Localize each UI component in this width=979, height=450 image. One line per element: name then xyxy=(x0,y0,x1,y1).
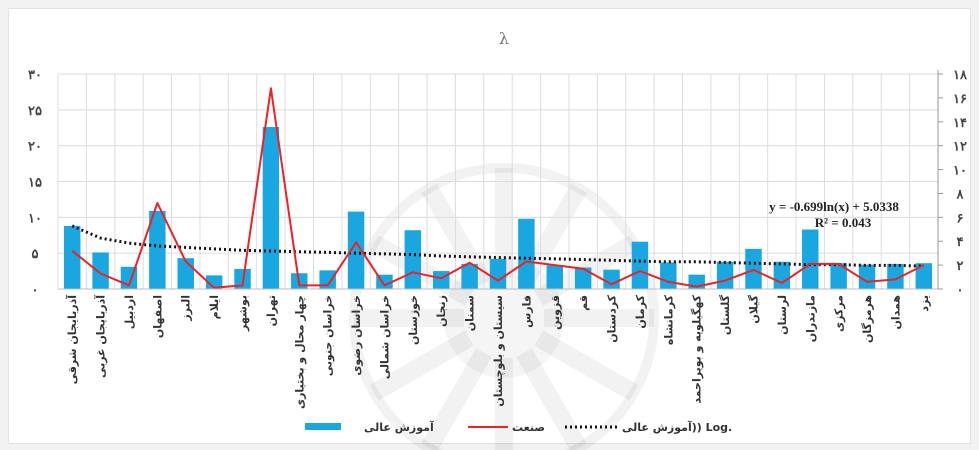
category-label: بوشهر xyxy=(237,295,250,332)
category-label: کرمان xyxy=(634,294,647,328)
legend-label-bar: آموزش عالی xyxy=(364,420,434,434)
y-left-tick-label: ۳۰ xyxy=(28,68,42,83)
trendline-equation-line2: R² = 0.043 xyxy=(815,215,872,230)
bar xyxy=(574,267,592,289)
chart-title: λ xyxy=(499,29,509,48)
category-label: کهگیلویه و بویراحمد xyxy=(691,294,704,403)
y-left-tick-label: ۲۰ xyxy=(28,140,42,155)
bar xyxy=(205,275,223,289)
category-label: هرمزگان xyxy=(861,295,874,343)
bar xyxy=(404,230,422,289)
category-label: خراسان جنوبی xyxy=(322,295,335,376)
category-label: خراسان شمالی xyxy=(378,295,391,379)
y-right-tick-label: ۲ xyxy=(957,259,964,274)
bar xyxy=(858,264,876,289)
y-right-tick-label: ۱۲ xyxy=(953,140,967,155)
y-left-tick-label: ۱۵ xyxy=(28,176,42,191)
y-left-tick-label: ۲۵ xyxy=(28,104,42,119)
bar xyxy=(92,252,109,289)
category-label: اصفهان xyxy=(151,295,164,338)
category-label: آذربایجان شرقی xyxy=(65,295,79,385)
bar xyxy=(432,271,450,289)
bar xyxy=(347,211,365,289)
y-right-tick-label: ۸ xyxy=(956,187,965,202)
bar xyxy=(915,263,933,289)
log-trendline xyxy=(71,224,924,268)
y-right-tick-label: ۱۴ xyxy=(953,116,967,131)
y-right-tick-label: ۶ xyxy=(957,211,964,226)
bar xyxy=(319,270,336,289)
category-label: ایلام xyxy=(208,295,221,319)
bar xyxy=(830,263,847,289)
category-label: خراسان رضوی xyxy=(350,295,363,376)
category-label: زنجان xyxy=(435,295,448,327)
watermark-spoke xyxy=(369,330,474,401)
bar xyxy=(716,261,734,289)
y-right-tick-label: ۱۰ xyxy=(953,164,967,179)
watermark-spoke xyxy=(516,348,587,450)
legend-label-trend: آموزش عالی)) Log. xyxy=(622,420,732,434)
y-right-tick-label: ۱۶ xyxy=(953,92,967,107)
bar xyxy=(149,210,166,289)
bar xyxy=(802,229,819,289)
category-label: مرکزی xyxy=(833,295,846,332)
legend: آموزش عالی صنعت آموزش عالی)) Log. xyxy=(305,420,732,434)
category-label: گیلان xyxy=(747,294,760,323)
trendline-equation-line1: y = -0.699ln(x) + 5.0338 xyxy=(769,199,899,214)
category-label: قزوین xyxy=(549,295,562,330)
category-label: یزد xyxy=(918,295,931,312)
bar xyxy=(518,218,535,289)
category-label: همدان xyxy=(889,295,902,330)
bar xyxy=(63,225,81,289)
category-label: چهار محال و بختیاری xyxy=(293,295,306,409)
bar xyxy=(887,263,904,289)
category-label: قم xyxy=(577,295,590,311)
category-label: گلستان xyxy=(719,294,732,335)
category-label: فارس xyxy=(520,295,533,328)
y-right-tick-label: ۴ xyxy=(957,235,964,250)
bar xyxy=(489,258,507,289)
bar xyxy=(546,265,564,289)
category-label: کردستان xyxy=(606,294,619,342)
watermark-spoke xyxy=(421,348,492,450)
bar xyxy=(461,263,478,289)
category-label: لرستان xyxy=(776,295,789,335)
bar xyxy=(773,261,791,289)
category-label: سمنان xyxy=(464,295,477,331)
y-left-tick-label: ۰ xyxy=(32,283,39,298)
y-right-tick-label: ۰ xyxy=(957,283,964,298)
category-label: سیستان و بلوچستان xyxy=(492,295,505,407)
watermark-spoke xyxy=(534,330,639,401)
y-right-tick-label: ۱۸ xyxy=(953,68,968,83)
bar xyxy=(660,262,677,289)
category-label: کرمانشاه xyxy=(662,294,675,345)
category-label: اردبیل xyxy=(123,295,136,329)
industry-line xyxy=(71,87,925,289)
category-label: خوزستان xyxy=(407,295,420,345)
category-label: تهران xyxy=(265,295,278,326)
category-label: البرز xyxy=(180,295,193,322)
trendline-equation: y = -0.699ln(x) + 5.0338 R² = 0.043 xyxy=(769,199,899,230)
bar xyxy=(603,269,620,289)
category-label: مازندران xyxy=(804,295,817,342)
y-left-tick-label: ۵ xyxy=(32,247,39,262)
category-label: آذربایجان غربی xyxy=(94,295,108,378)
bar xyxy=(631,241,649,289)
bar xyxy=(262,127,280,290)
legend-swatch-bar xyxy=(305,423,341,430)
y-left-tick-label: ۱۰ xyxy=(28,211,42,226)
watermark-ring xyxy=(349,163,659,450)
legend-label-line: صنعت xyxy=(512,421,545,434)
